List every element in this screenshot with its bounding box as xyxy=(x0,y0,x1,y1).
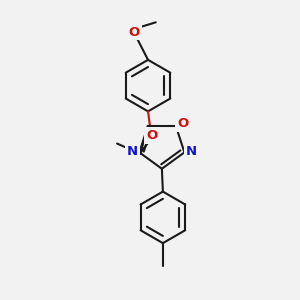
Text: O: O xyxy=(146,129,157,142)
Text: O: O xyxy=(129,26,140,39)
Text: O: O xyxy=(177,117,188,130)
Text: N: N xyxy=(127,145,138,158)
Text: N: N xyxy=(186,145,197,158)
